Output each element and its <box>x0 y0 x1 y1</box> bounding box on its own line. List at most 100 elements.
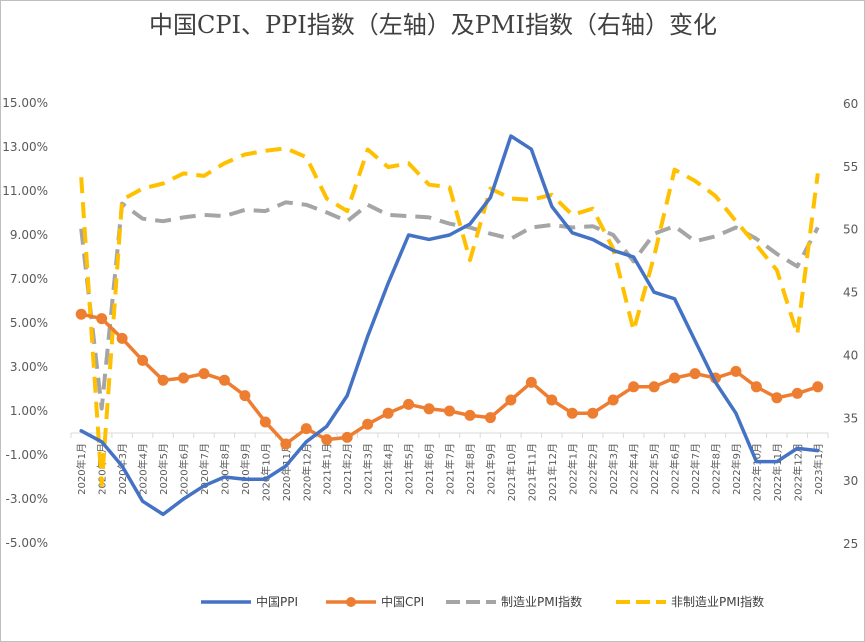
x-tick-label: 2023年1月 <box>812 443 825 495</box>
series-point-1 <box>546 394 558 406</box>
series-point-1 <box>75 308 87 320</box>
x-tick-label: 2022年1月 <box>566 443 579 495</box>
legend-item-3: 非制造业PMI指数 <box>616 594 764 609</box>
series-line-3 <box>79 146 820 488</box>
chart-title: 中国CPI、PPI指数（左轴）及PMI指数（右轴）变化 <box>149 11 717 39</box>
right-tick-label: 25 <box>843 537 858 551</box>
legend-label-1: 中国CPI <box>381 594 424 609</box>
x-tick-label: 2021年7月 <box>444 443 457 495</box>
x-tick-label: 2021年2月 <box>341 443 354 495</box>
left-tick-label: 9.00% <box>10 228 48 242</box>
right-tick-label: 40 <box>843 348 858 362</box>
series-point-1 <box>218 374 230 386</box>
series-layer <box>75 134 824 517</box>
right-tick-label: 55 <box>843 160 858 174</box>
left-tick-label: 5.00% <box>10 316 48 330</box>
legend-item-0: 中国PPI <box>201 594 298 609</box>
x-tick-label: 2022年12月 <box>791 443 804 501</box>
x-tick-label: 2021年8月 <box>464 443 477 495</box>
x-tick-label: 2021年9月 <box>484 443 497 495</box>
series-line-1 <box>79 312 820 446</box>
legend-item-2: 制造业PMI指数 <box>446 594 582 609</box>
series-point-1 <box>321 434 333 446</box>
series-point-1 <box>341 431 353 443</box>
left-tick-label: 3.00% <box>10 360 48 374</box>
series-point-1 <box>280 438 292 450</box>
series-point-1 <box>607 394 619 406</box>
x-tick-label: 2020年12月 <box>300 443 313 501</box>
x-tick-label: 2021年11月 <box>525 443 538 501</box>
series-point-1 <box>669 372 681 384</box>
series-point-1 <box>178 372 190 384</box>
right-tick-label: 50 <box>843 223 858 237</box>
series-point-1 <box>382 407 394 419</box>
x-axis: 2020年1月 2020年2月 2020年3月 2020年4月 2020年5月 2020年… <box>70 432 829 501</box>
x-tick-label: 2021年5月 <box>403 443 416 495</box>
series-point-1 <box>198 368 210 380</box>
left-tick-label: -1.00% <box>6 448 48 462</box>
series-point-1 <box>444 405 455 417</box>
series-point-1 <box>750 381 762 393</box>
x-tick-label: 2021年3月 <box>362 443 375 495</box>
x-tick-label: 2021年10月 <box>505 443 518 501</box>
left-tick-label: -3.00% <box>6 492 48 506</box>
series-point-1 <box>300 423 312 435</box>
x-tick-label: 2020年11月 <box>280 443 293 501</box>
series-point-1 <box>259 416 271 428</box>
x-tick-label: 2022年4月 <box>628 443 641 495</box>
x-tick-label: 2022年2月 <box>587 443 600 495</box>
left-tick-label: -5.00% <box>6 536 48 550</box>
x-tick-label: 2020年7月 <box>198 443 211 495</box>
left-tick-label: 7.00% <box>10 272 48 286</box>
series-point-1 <box>423 403 435 415</box>
x-tick-label: 2020年6月 <box>178 443 191 495</box>
left-axis: -5.00% -3.00% -1.00% 1.00% 3.00% 5.00% 7.00% 9.… <box>2 96 48 550</box>
series-point-1 <box>525 376 537 388</box>
series-point-1 <box>587 407 599 419</box>
series-point-1 <box>505 394 517 406</box>
series-point-1 <box>484 412 496 424</box>
x-tick-label: 2020年9月 <box>239 443 252 495</box>
x-tick-label: 2021年6月 <box>423 443 436 495</box>
left-tick-label: 13.00% <box>2 140 48 154</box>
x-tick-label: 2021年12月 <box>546 443 559 501</box>
x-tick-label: 2022年5月 <box>648 443 661 495</box>
series-point-1 <box>464 409 476 421</box>
series-line-2 <box>79 200 820 411</box>
x-tick-label: 2022年6月 <box>669 443 682 495</box>
legend-label-2: 制造业PMI指数 <box>501 594 582 609</box>
legend-label-3: 非制造业PMI指数 <box>671 594 764 609</box>
x-tick-label: 2022年11月 <box>771 443 784 501</box>
right-tick-label: 35 <box>843 411 858 425</box>
series-point-1 <box>628 381 640 393</box>
series-point-1 <box>403 398 415 410</box>
legend: 中国PPI 中国CPI 制造业PMI指数 非制造业PMI指数 <box>201 594 764 609</box>
x-tick-label: 2020年8月 <box>218 443 231 495</box>
x-tick-label: 2020年4月 <box>137 443 150 495</box>
series-point-1 <box>96 313 108 325</box>
series-point-1 <box>239 390 251 402</box>
x-tick-label: 2020年5月 <box>157 443 170 495</box>
series-point-1 <box>812 381 824 393</box>
x-tick-label: 2022年9月 <box>730 443 743 495</box>
x-tick-label: 2021年4月 <box>382 443 395 495</box>
legend-marker-1 <box>346 597 356 607</box>
series-point-1 <box>116 332 128 344</box>
x-tick-label: 2020年10月 <box>259 443 272 501</box>
right-tick-label: 45 <box>843 286 858 300</box>
series-point-1 <box>566 407 578 419</box>
series-point-1 <box>137 354 149 366</box>
left-tick-label: 1.00% <box>10 404 48 418</box>
right-tick-label: 30 <box>843 474 858 488</box>
x-tick-label: 2022年3月 <box>607 443 620 495</box>
x-tick-label: 2022年8月 <box>709 443 722 495</box>
series-point-1 <box>791 387 803 399</box>
x-tick-label: 2020年1月 <box>75 443 88 495</box>
left-tick-label: 15.00% <box>2 96 48 110</box>
x-tick-label: 2021年1月 <box>321 443 334 495</box>
right-tick-label: 60 <box>843 97 858 111</box>
legend-item-1: 中国CPI <box>326 594 424 609</box>
legend-label-0: 中国PPI <box>256 594 298 609</box>
